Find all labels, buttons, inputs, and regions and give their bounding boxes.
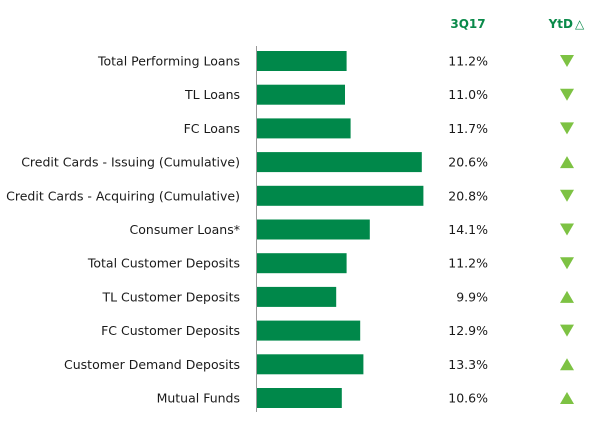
- chart-row: Mutual Funds 10.6%: [157, 388, 574, 408]
- value-label: 11.2%: [448, 256, 488, 271]
- value-label: 20.8%: [448, 188, 488, 203]
- triangle-up-icon: [560, 156, 574, 169]
- chart-row: Credit Cards - Issuing (Cumulative) 20.6%: [21, 152, 574, 173]
- category-label: Total Customer Deposits: [87, 256, 240, 271]
- bar: [257, 51, 347, 71]
- chart-row: Credit Cards - Acquiring (Cumulative) 20.…: [6, 185, 574, 206]
- header-period: 3Q17: [450, 17, 485, 31]
- chart-row: Consumer Loans* 14.1%: [130, 219, 574, 240]
- bar: [257, 219, 370, 240]
- value-label: 11.0%: [448, 87, 488, 102]
- header-ytd-label: YtD: [548, 17, 573, 31]
- triangle-down-icon: [560, 88, 574, 101]
- category-label: TL Customer Deposits: [101, 289, 240, 304]
- category-label: FC Loans: [184, 121, 240, 136]
- bar: [257, 84, 345, 105]
- chart-row: Total Customer Deposits 11.2%: [87, 253, 574, 274]
- category-label: Consumer Loans*: [130, 222, 240, 237]
- category-label: Total Performing Loans: [97, 54, 240, 69]
- triangle-down-icon: [560, 257, 574, 270]
- value-label: 12.9%: [448, 323, 488, 338]
- chart-row: TL Customer Deposits 9.9%: [101, 286, 574, 307]
- value-label: 11.2%: [448, 54, 488, 69]
- bar: [257, 152, 422, 173]
- triangle-up-icon: [560, 290, 574, 303]
- bar: [257, 388, 342, 408]
- bar: [257, 286, 337, 307]
- value-label: 14.1%: [448, 222, 488, 237]
- bar: [257, 253, 347, 274]
- category-label: Customer Demand Deposits: [64, 357, 240, 372]
- bar: [257, 185, 424, 206]
- triangle-down-icon: [560, 223, 574, 236]
- category-label: Credit Cards - Acquiring (Cumulative): [6, 188, 240, 203]
- value-label: 9.9%: [456, 289, 488, 304]
- bar: [257, 320, 361, 341]
- value-label: 10.6%: [448, 391, 488, 406]
- triangle-down-icon: [560, 324, 574, 337]
- triangle-down-icon: [560, 55, 574, 67]
- category-label: TL Loans: [184, 87, 240, 102]
- value-label: 11.7%: [448, 121, 488, 136]
- category-label: FC Customer Deposits: [101, 323, 240, 338]
- header-ytd-delta-icon: △: [575, 17, 585, 31]
- triangle-up-icon: [560, 358, 574, 371]
- chart-rows: Total Performing Loans 11.2% TL Loans 11.0%…: [6, 51, 574, 408]
- chart-row: TL Loans 11.0%: [184, 84, 574, 105]
- category-label: Mutual Funds: [157, 391, 240, 406]
- value-label: 20.6%: [448, 155, 488, 170]
- chart-row: Customer Demand Deposits 13.3%: [64, 354, 574, 375]
- triangle-up-icon: [560, 392, 574, 404]
- triangle-down-icon: [560, 122, 574, 135]
- chart-row: Total Performing Loans 11.2%: [97, 51, 574, 71]
- bar: [257, 354, 364, 375]
- header-ytd: YtD △: [548, 17, 585, 31]
- chart-row: FC Customer Deposits 12.9%: [101, 320, 574, 341]
- chart-row: FC Loans 11.7%: [184, 118, 574, 139]
- bar: [257, 118, 351, 139]
- value-label: 13.3%: [448, 357, 488, 372]
- triangle-down-icon: [560, 189, 574, 202]
- category-label: Credit Cards - Issuing (Cumulative): [21, 155, 240, 170]
